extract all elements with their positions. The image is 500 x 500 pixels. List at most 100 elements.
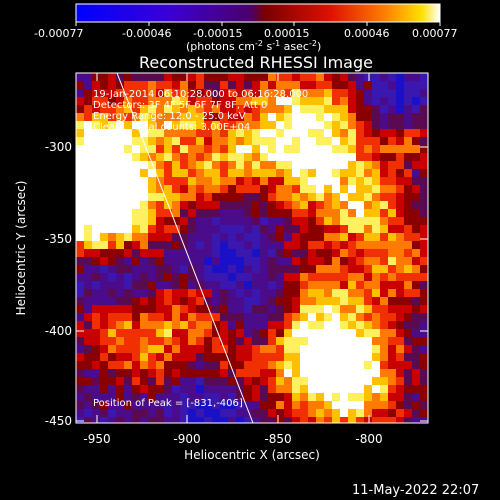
heatmap-cell	[204, 105, 212, 113]
heatmap-cell	[108, 73, 116, 81]
heatmap-cell	[100, 113, 108, 121]
heatmap-cell	[420, 385, 428, 393]
heatmap-cell	[260, 225, 268, 233]
heatmap-cell	[164, 345, 172, 353]
heatmap-cell	[380, 113, 388, 121]
heatmap-cell	[420, 401, 428, 409]
heatmap-cell	[284, 321, 292, 329]
heatmap-cell	[164, 105, 172, 113]
heatmap-cell	[380, 89, 388, 97]
heatmap-cell	[236, 289, 244, 297]
heatmap-cell	[332, 337, 340, 345]
heatmap-cell	[372, 89, 380, 97]
heatmap-cell	[236, 217, 244, 225]
heatmap-cell	[404, 233, 412, 241]
heatmap-cell	[108, 265, 116, 273]
heatmap-cell	[324, 385, 332, 393]
heatmap-cell	[324, 249, 332, 257]
heatmap-cell	[324, 153, 332, 161]
heatmap-cell	[388, 241, 396, 249]
heatmap-cell	[76, 81, 84, 89]
heatmap-cell	[388, 273, 396, 281]
heatmap-cell	[260, 417, 268, 423]
heatmap-cell	[132, 161, 140, 169]
heatmap-cell	[348, 129, 356, 137]
heatmap-cell	[148, 393, 156, 401]
heatmap-cell	[412, 177, 420, 185]
heatmap-cell	[188, 73, 196, 81]
heatmap-cell	[92, 185, 100, 193]
heatmap-cell	[220, 321, 228, 329]
heatmap-cell	[268, 281, 276, 289]
heatmap-cell	[340, 249, 348, 257]
heatmap-cell	[236, 249, 244, 257]
heatmap-cell	[236, 281, 244, 289]
heatmap-cell	[308, 137, 316, 145]
heatmap-cell	[348, 345, 356, 353]
heatmap-cell	[300, 369, 308, 377]
heatmap-cell	[340, 217, 348, 225]
heatmap-cell	[156, 217, 164, 225]
heatmap-cell	[364, 217, 372, 225]
heatmap-cell	[172, 193, 180, 201]
heatmap-cell	[172, 353, 180, 361]
heatmap-cell	[372, 313, 380, 321]
heatmap-cell	[124, 361, 132, 369]
heatmap-cell	[156, 353, 164, 361]
heatmap-cell	[364, 289, 372, 297]
heatmap-cell	[348, 297, 356, 305]
heatmap-cell	[196, 353, 204, 361]
heatmap-cell	[364, 185, 372, 193]
heatmap-cell	[108, 145, 116, 153]
heatmap-cell	[148, 201, 156, 209]
heatmap-cell	[340, 225, 348, 233]
heatmap-cell	[252, 361, 260, 369]
heatmap-cell	[292, 81, 300, 89]
heatmap-cell	[372, 217, 380, 225]
heatmap-cell	[236, 329, 244, 337]
heatmap-cell	[412, 105, 420, 113]
heatmap-cell	[300, 289, 308, 297]
heatmap-cell	[76, 185, 84, 193]
heatmap-cell	[116, 121, 124, 129]
heatmap-cell	[116, 225, 124, 233]
heatmap-cell	[204, 217, 212, 225]
heatmap-cell	[156, 193, 164, 201]
heatmap-cell	[220, 241, 228, 249]
heatmap-cell	[196, 97, 204, 105]
heatmap-cell	[396, 169, 404, 177]
heatmap-cell	[308, 153, 316, 161]
heatmap-cell	[228, 305, 236, 313]
heatmap-cell	[228, 249, 236, 257]
heatmap-cell	[100, 289, 108, 297]
heatmap-cell	[292, 105, 300, 113]
heatmap-cell	[244, 257, 252, 265]
heatmap-cell	[260, 185, 268, 193]
heatmap-cell	[124, 393, 132, 401]
heatmap-cell	[220, 217, 228, 225]
heatmap-cell	[356, 289, 364, 297]
heatmap-cell	[404, 169, 412, 177]
heatmap-cell	[132, 409, 140, 417]
heatmap-cell	[124, 345, 132, 353]
heatmap-cell	[84, 105, 92, 113]
heatmap-cell	[132, 121, 140, 129]
heatmap-cell	[308, 113, 316, 121]
heatmap-cell	[332, 129, 340, 137]
heatmap-cell	[156, 281, 164, 289]
heatmap-cell	[292, 361, 300, 369]
heatmap-cell	[228, 353, 236, 361]
heatmap-cell	[236, 409, 244, 417]
heatmap-cell	[148, 153, 156, 161]
heatmap-cell	[212, 361, 220, 369]
heatmap-cell	[84, 121, 92, 129]
heatmap-cell	[188, 209, 196, 217]
heatmap-cell	[292, 289, 300, 297]
heatmap-cell	[284, 265, 292, 273]
heatmap-cell	[140, 321, 148, 329]
heatmap-cell	[140, 273, 148, 281]
heatmap-cell	[404, 217, 412, 225]
heatmap-cell	[372, 409, 380, 417]
heatmap-cell	[340, 329, 348, 337]
colorbar-units: (photons cm-2 s-1 asec-2)	[186, 39, 321, 53]
